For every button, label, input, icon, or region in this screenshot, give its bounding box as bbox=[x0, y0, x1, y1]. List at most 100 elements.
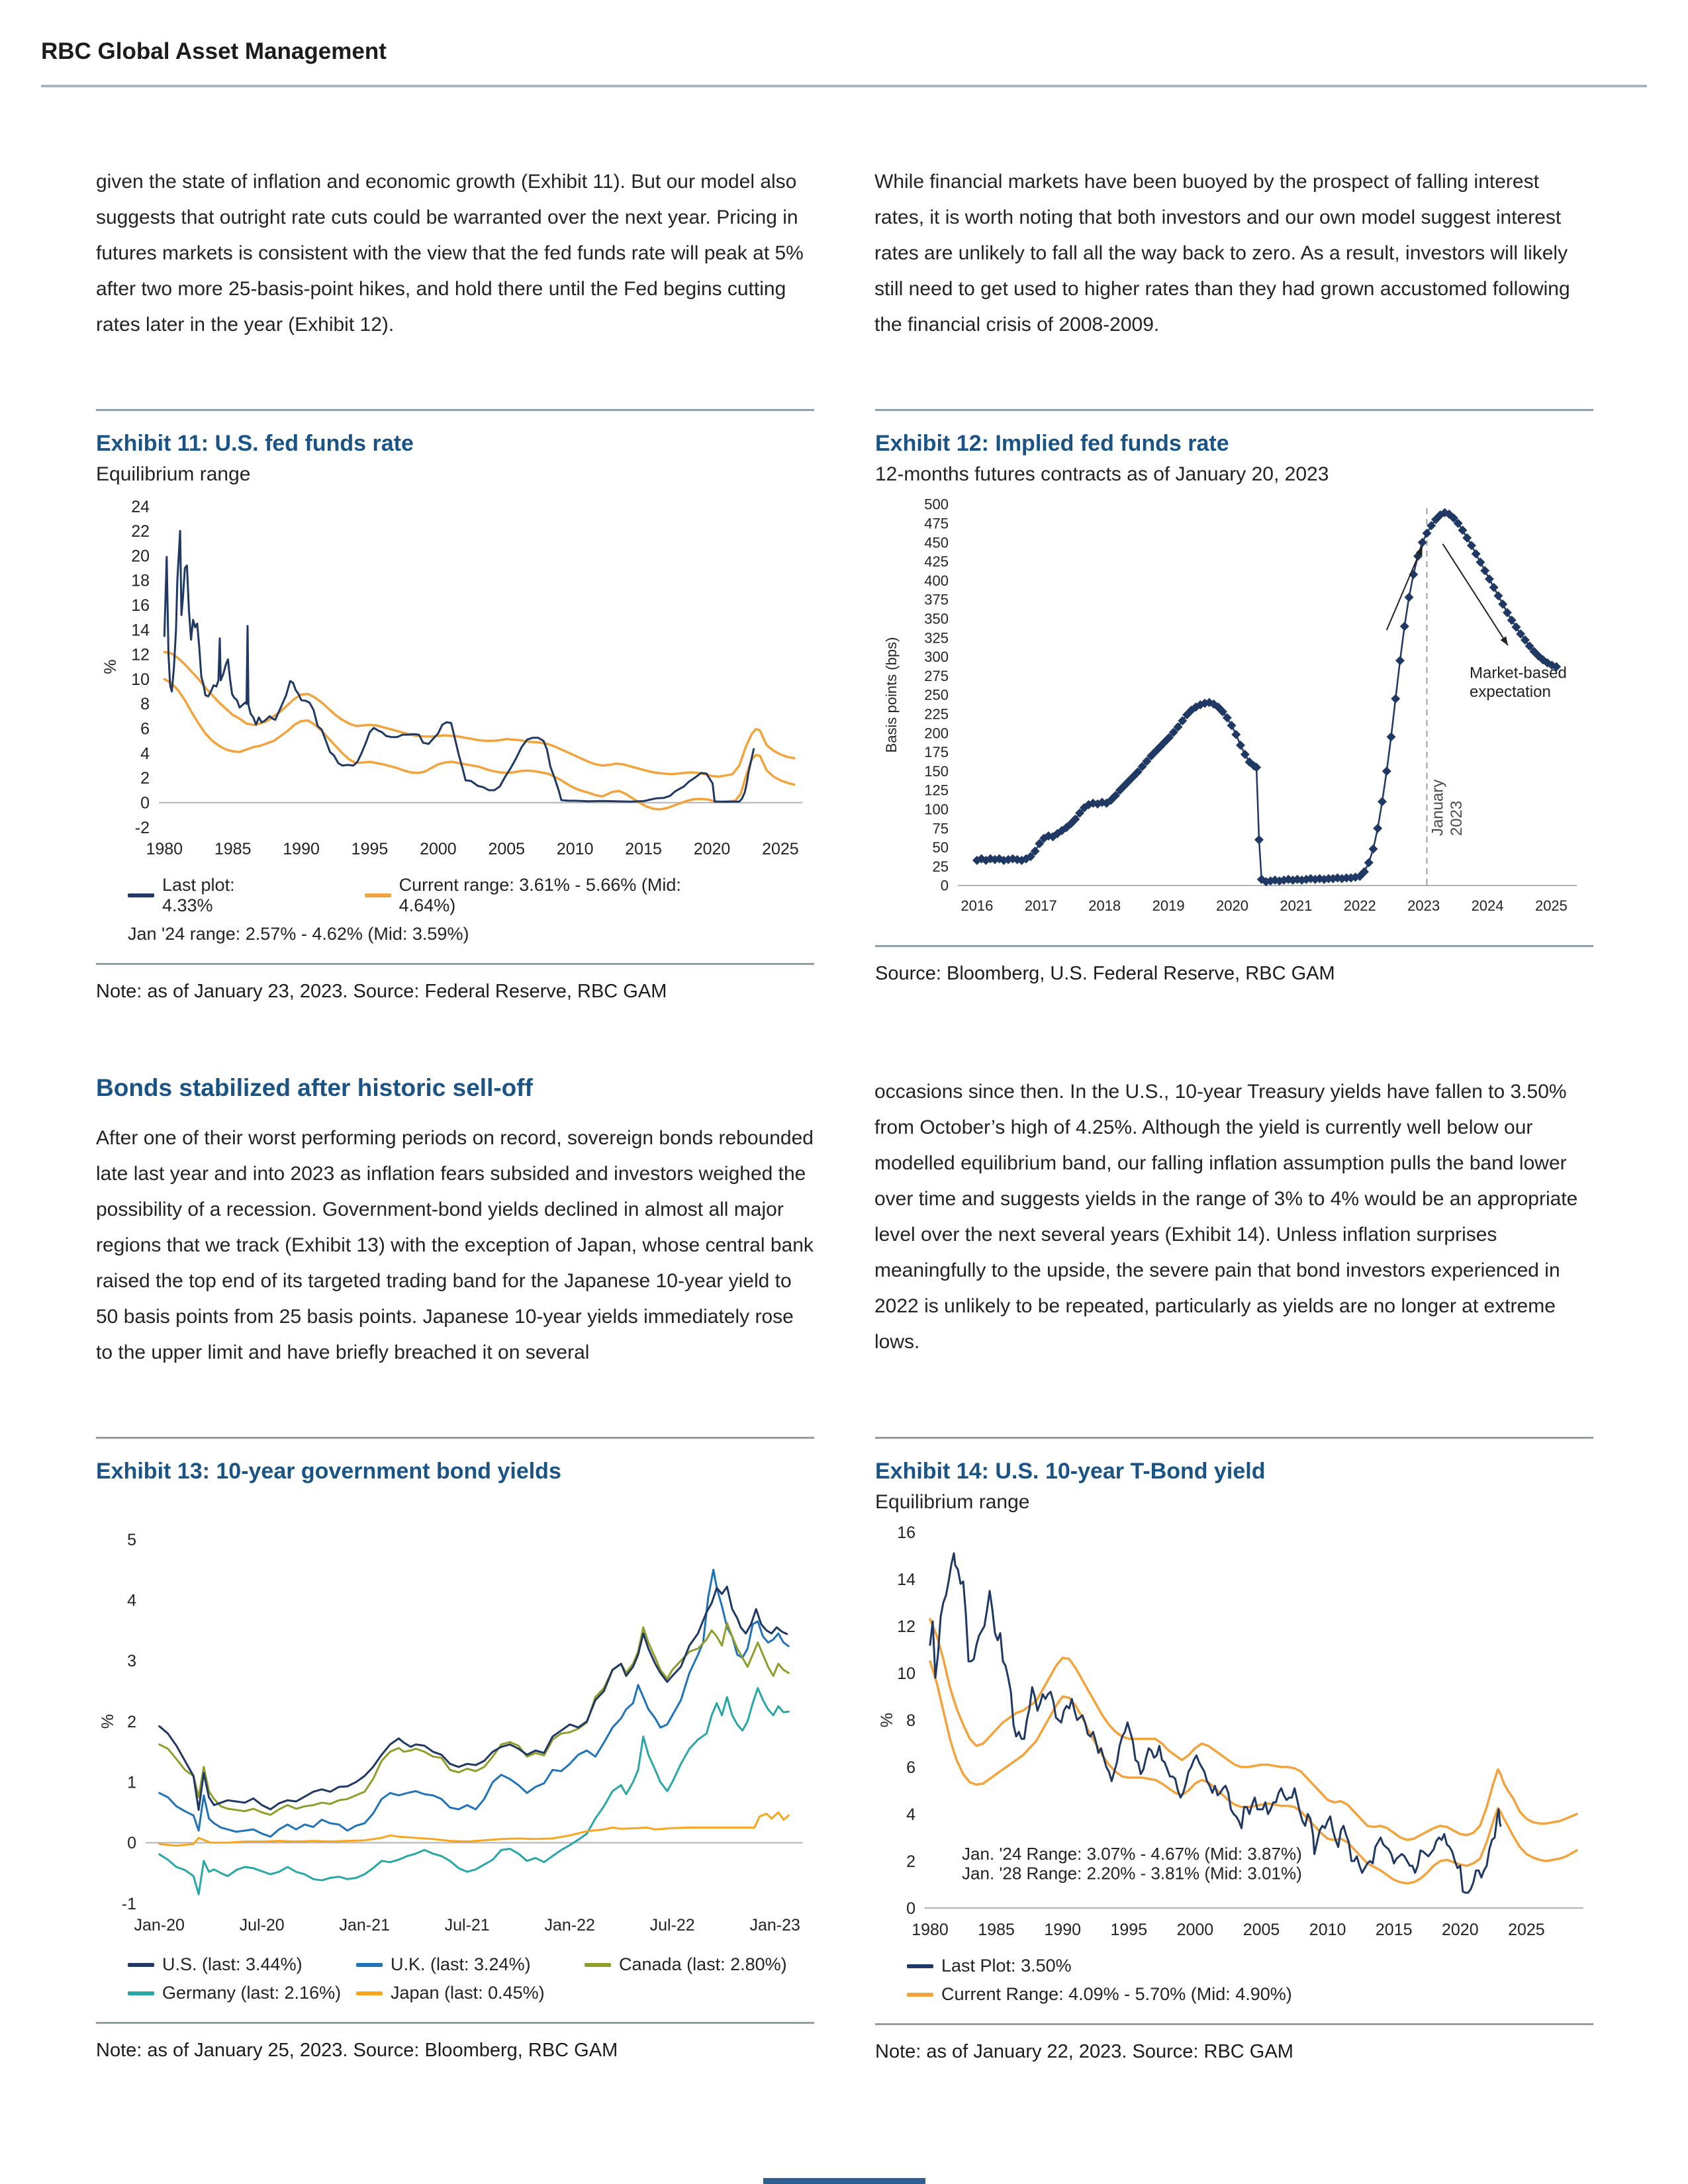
legend-swatch bbox=[364, 893, 391, 897]
legend-item: Last plot: 4.33% bbox=[128, 875, 289, 916]
svg-text:14: 14 bbox=[897, 1570, 915, 1589]
svg-text:325: 325 bbox=[924, 629, 949, 646]
legend-item: Jan '24 range: 2.57% - 4.62% (Mid: 3.59%… bbox=[128, 924, 469, 944]
footer-accent-bar bbox=[763, 2178, 925, 2184]
svg-text:350: 350 bbox=[924, 611, 949, 627]
bonds-section-left: Bonds stabilized after historic sell-off… bbox=[96, 1074, 814, 1371]
svg-text:Jan-20: Jan-20 bbox=[134, 1916, 184, 1934]
legend-swatch bbox=[907, 1964, 933, 1968]
svg-text:January2023: January2023 bbox=[1429, 780, 1466, 836]
svg-text:Jul-22: Jul-22 bbox=[650, 1916, 695, 1934]
exhibit-11-top-divider bbox=[96, 409, 814, 411]
intro-right-paragraph: While financial markets have been buoyed… bbox=[874, 171, 1570, 336]
svg-text:2005: 2005 bbox=[488, 840, 525, 858]
exhibit-11-legend: Last plot: 4.33% Current range: 3.61% - 5… bbox=[96, 875, 814, 944]
svg-text:1985: 1985 bbox=[214, 840, 252, 858]
legend-item: Japan (last: 0.45%) bbox=[356, 1983, 585, 2003]
svg-text:2: 2 bbox=[140, 769, 150, 788]
legend-swatch bbox=[356, 1962, 383, 1967]
svg-text:500: 500 bbox=[924, 496, 949, 513]
svg-text:4: 4 bbox=[906, 1805, 915, 1824]
exhibit-11: Exhibit 11: U.S. fed funds rate Equilibr… bbox=[96, 409, 814, 1003]
legend-item: Germany (last: 2.16%) bbox=[128, 1983, 356, 2003]
exhibit-11-title: Exhibit 11: U.S. fed funds rate bbox=[96, 431, 414, 456]
svg-text:225: 225 bbox=[924, 706, 949, 723]
svg-text:275: 275 bbox=[924, 668, 949, 684]
intro-columns: given the state of inflation and economi… bbox=[96, 164, 1592, 343]
svg-text:300: 300 bbox=[924, 649, 949, 665]
svg-text:1: 1 bbox=[127, 1773, 136, 1792]
legend-swatch bbox=[585, 1962, 611, 1967]
svg-text:10: 10 bbox=[131, 670, 150, 689]
exhibit-row-2: Exhibit 13: 10-year government bond yiel… bbox=[96, 1437, 1593, 2063]
svg-text:2023: 2023 bbox=[1407, 897, 1440, 914]
svg-text:2000: 2000 bbox=[1177, 1921, 1214, 1939]
svg-text:12: 12 bbox=[897, 1617, 915, 1636]
legend-item: U.K. (last: 3.24%) bbox=[356, 1954, 585, 1975]
bonds-left-paragraph: After one of their worst performing peri… bbox=[96, 1127, 814, 1363]
svg-text:2020: 2020 bbox=[694, 840, 731, 858]
svg-text:25: 25 bbox=[933, 858, 949, 875]
exhibit-14-chart: 0 2 4 6 8 10 12 14 16 1980 1985 1990 1995 2000 2005 201… bbox=[878, 1524, 1583, 1939]
svg-text:4: 4 bbox=[140, 745, 150, 763]
svg-text:2015: 2015 bbox=[625, 840, 662, 858]
svg-text:2025: 2025 bbox=[1508, 1921, 1545, 1939]
exhibit-row-1: Exhibit 11: U.S. fed funds rate Equilibr… bbox=[96, 409, 1593, 1003]
svg-text:12: 12 bbox=[131, 646, 150, 664]
svg-text:2025: 2025 bbox=[1535, 897, 1568, 914]
svg-text:Jul-20: Jul-20 bbox=[240, 1916, 285, 1934]
svg-text:10: 10 bbox=[897, 1664, 915, 1683]
svg-text:475: 475 bbox=[924, 516, 949, 532]
page-header: RBC Global Asset Management bbox=[0, 0, 1688, 65]
exhibit-14: Exhibit 14: U.S. 10-year T-Bond yield Eq… bbox=[875, 1437, 1593, 2063]
exhibit-13-chart: -1 0 1 2 3 4 5 Jan-20 Jul-20 Jan-21 Jul-21 Jan-22 Ju… bbox=[99, 1531, 802, 1934]
svg-text:Jan-21: Jan-21 bbox=[339, 1916, 389, 1934]
svg-text:1985: 1985 bbox=[978, 1921, 1015, 1939]
svg-text:2019: 2019 bbox=[1152, 897, 1185, 914]
svg-text:Jul-21: Jul-21 bbox=[445, 1916, 490, 1934]
bonds-section-right: occasions since then. In the U.S., 10-ye… bbox=[874, 1074, 1592, 1360]
exhibit-14-title: Exhibit 14: U.S. 10-year T-Bond yield bbox=[875, 1459, 1266, 1484]
svg-text:1990: 1990 bbox=[283, 840, 320, 858]
legend-swatch bbox=[356, 1991, 383, 1995]
exhibit-13-note: Note: as of January 25, 2023. Source: Bl… bbox=[96, 2040, 618, 2061]
svg-text:2015: 2015 bbox=[1376, 1921, 1413, 1939]
svg-text:2010: 2010 bbox=[1309, 1921, 1346, 1939]
svg-text:6: 6 bbox=[140, 720, 150, 739]
bonds-right-paragraph: occasions since then. In the U.S., 10-ye… bbox=[874, 1081, 1578, 1353]
exhibit-14-note: Note: as of January 22, 2023. Source: RB… bbox=[875, 2041, 1293, 2062]
svg-text:8: 8 bbox=[906, 1711, 915, 1730]
svg-text:1980: 1980 bbox=[146, 840, 183, 858]
legend-item: Current Range: 4.09% - 5.70% (Mid: 4.90%… bbox=[907, 1984, 1292, 2005]
svg-text:%: % bbox=[99, 1714, 117, 1729]
header-divider bbox=[41, 85, 1647, 87]
brand-title: RBC Global Asset Management bbox=[41, 38, 387, 64]
legend-swatch bbox=[128, 893, 154, 897]
svg-text:18: 18 bbox=[131, 572, 150, 590]
svg-text:Jan-23: Jan-23 bbox=[749, 1916, 800, 1934]
svg-text:%: % bbox=[101, 659, 120, 674]
exhibit-13-title: Exhibit 13: 10-year government bond yiel… bbox=[96, 1459, 561, 1484]
svg-text:5: 5 bbox=[127, 1531, 136, 1549]
svg-text:2021: 2021 bbox=[1280, 897, 1312, 914]
svg-text:3: 3 bbox=[127, 1652, 136, 1670]
svg-text:2: 2 bbox=[906, 1852, 915, 1871]
svg-text:14: 14 bbox=[131, 621, 150, 639]
svg-text:1995: 1995 bbox=[352, 840, 389, 858]
svg-text:1990: 1990 bbox=[1044, 1921, 1081, 1939]
legend-item: U.S. (last: 3.44%) bbox=[128, 1954, 356, 1975]
svg-text:-1: -1 bbox=[122, 1895, 136, 1913]
svg-text:2024: 2024 bbox=[1472, 897, 1504, 914]
svg-text:1980: 1980 bbox=[912, 1921, 949, 1939]
svg-text:50: 50 bbox=[933, 839, 949, 856]
exhibit-13-top-divider bbox=[96, 1437, 814, 1439]
bonds-section: Bonds stabilized after historic sell-off… bbox=[96, 1074, 1592, 1371]
svg-text:Jan. '24 Range: 3.07% - 4.67%: Jan. '24 Range: 3.07% - 4.67% (Mid: 3.87… bbox=[962, 1844, 1302, 1864]
exhibit-12-title: Exhibit 12: Implied fed funds rate bbox=[875, 431, 1229, 456]
svg-text:0: 0 bbox=[127, 1834, 136, 1852]
svg-text:2020: 2020 bbox=[1216, 897, 1248, 914]
legend-swatch bbox=[128, 1991, 154, 1995]
svg-text:2025: 2025 bbox=[762, 840, 799, 858]
exhibit-12: Exhibit 12: Implied fed funds rate 12-mo… bbox=[875, 409, 1593, 985]
